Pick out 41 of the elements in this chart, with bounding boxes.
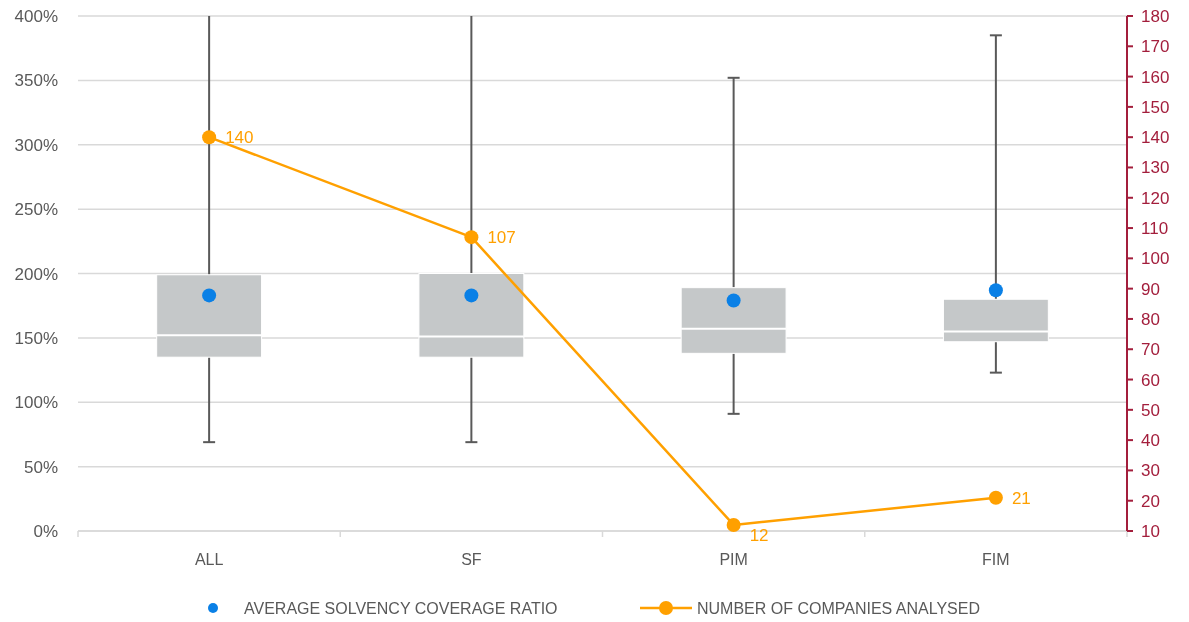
y2-tick-label: 10	[1141, 522, 1160, 541]
x-tick-label: SF	[461, 551, 482, 568]
y-tick-label: 200%	[14, 264, 58, 284]
legend-label: NUMBER OF COMPANIES ANALYSED	[697, 600, 981, 617]
y-tick-label: 400%	[14, 7, 58, 26]
point	[464, 230, 479, 245]
y-tick-label: 150%	[14, 328, 58, 348]
y2-tick-label: 80	[1141, 309, 1160, 329]
y2-tick-label: 60	[1141, 370, 1160, 390]
y2-tick-label: 150	[1141, 97, 1170, 117]
y-tick-label: 250%	[14, 200, 58, 220]
y2-tick-label: 180	[1141, 7, 1170, 26]
y-tick-label: 50%	[23, 457, 58, 477]
y-tick-label: 350%	[14, 71, 58, 91]
data-label: 107	[487, 228, 516, 248]
y2-tick-label: 130	[1141, 158, 1170, 178]
y2-tick-label: 110	[1141, 219, 1169, 239]
y2-tick-label: 170	[1141, 37, 1170, 57]
data-label: 140	[225, 128, 254, 148]
point	[202, 130, 217, 145]
y-tick-label: 100%	[14, 393, 58, 413]
x-tick-label: ALL	[194, 551, 224, 568]
y2-tick-label: 120	[1141, 188, 1170, 208]
point	[726, 517, 741, 532]
x-tick-label: PIM	[719, 551, 748, 568]
y2-tick-label: 30	[1141, 461, 1160, 481]
y2-tick-label: 50	[1141, 400, 1160, 420]
y2-tick-label: 70	[1141, 340, 1160, 360]
point	[988, 490, 1003, 505]
y2-tick-label: 100	[1141, 249, 1170, 269]
y2-tick-label: 90	[1141, 279, 1160, 299]
y2-tick-label: 20	[1141, 491, 1160, 511]
data-label: 12	[749, 525, 769, 545]
y2-tick-label: 160	[1141, 67, 1170, 87]
y-tick-label: 0%	[33, 522, 58, 541]
x-tick-label: FIM	[982, 551, 1010, 568]
y2-tick-label: 40	[1141, 431, 1160, 451]
y2-tick-label: 140	[1141, 128, 1170, 148]
data-label: 21	[1011, 488, 1031, 508]
y-tick-label: 300%	[14, 135, 58, 155]
legend-label: AVERAGE SOLVENCY COVERAGE RATIO	[244, 600, 558, 617]
